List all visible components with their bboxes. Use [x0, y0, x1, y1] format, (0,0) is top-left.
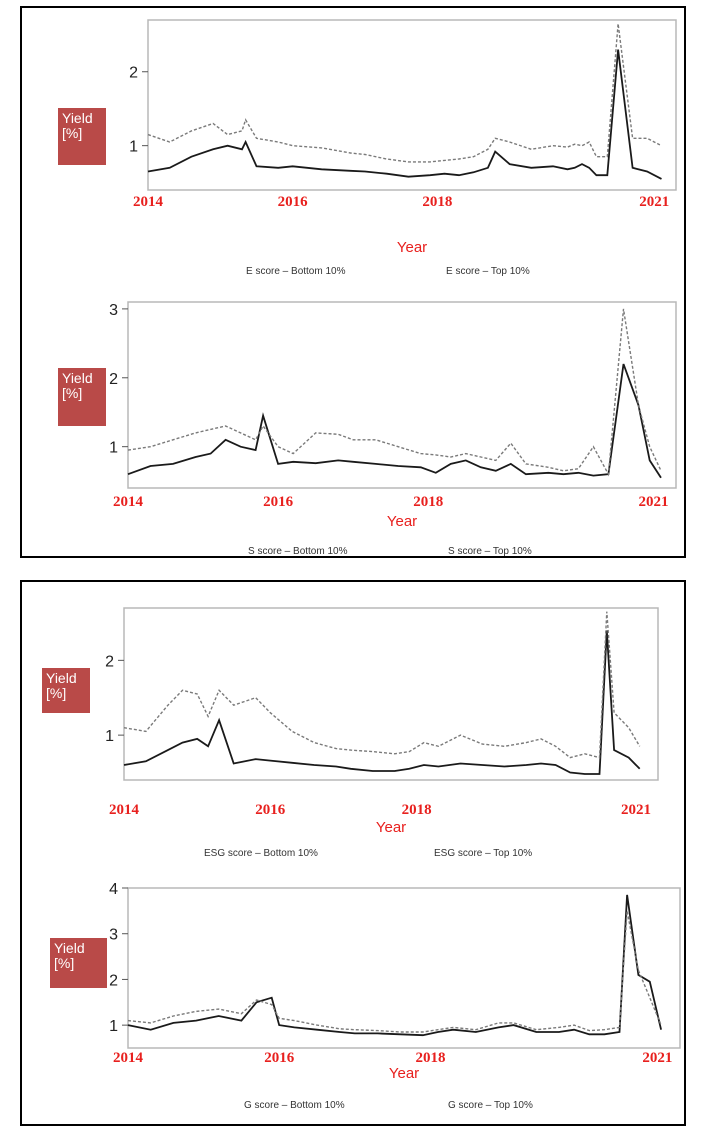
x-axis-title: Year — [397, 239, 427, 256]
plot-area — [127, 301, 677, 489]
y-label-line-2: [%] — [54, 955, 75, 971]
x-tick-label: 2014 — [113, 1050, 144, 1066]
x-axis-title: Year — [389, 1065, 419, 1082]
y-label-line-1: Yield — [54, 940, 85, 956]
x-axis-title: Year — [376, 819, 406, 836]
x-tick-label: 2018 — [422, 194, 452, 210]
x-tick-label: 2016 — [278, 194, 309, 210]
legend-entry: S score – Bottom 10% — [248, 546, 348, 557]
y-tick-label: 3 — [109, 302, 118, 319]
x-tick-label: 2014 — [113, 494, 144, 510]
y-label-line-1: Yield — [46, 670, 77, 686]
x-tick-label: 2018 — [415, 1050, 445, 1066]
y-tick-label: 2 — [129, 65, 138, 82]
y-label-line-2: [%] — [62, 125, 83, 141]
y-tick-label: 1 — [109, 1018, 118, 1035]
top-figure-frame: Yield [%] 1 2 2014 2016 2018 2021 Year E score … — [20, 6, 686, 558]
x-tick-label: 2016 — [264, 1050, 295, 1066]
y-axis-label-e: Yield [%] — [58, 108, 106, 165]
series-bottom-10-line — [127, 363, 662, 479]
y-tick-label: 2 — [105, 653, 114, 670]
legend-entry: G score – Bottom 10% — [244, 1100, 345, 1111]
x-tick-label: 2021 — [639, 194, 669, 210]
y-axis-label-g: Yield [%] — [50, 938, 107, 988]
x-tick-label: 2014 — [133, 194, 164, 210]
legend-entry: E score – Top 10% — [446, 266, 530, 277]
series-bottom-10-line — [127, 894, 662, 1037]
y-label-line-1: Yield — [62, 370, 93, 386]
legend-entry: E score – Bottom 10% — [246, 266, 346, 277]
y-axis-label-esg: Yield [%] — [42, 668, 90, 713]
x-tick-label: 2021 — [642, 1050, 672, 1066]
legend-entry: ESG score – Top 10% — [434, 848, 532, 859]
series-bottom-10-line — [147, 49, 662, 180]
y-label-line-2: [%] — [62, 385, 83, 401]
y-tick-label: 4 — [109, 881, 118, 898]
series-top-10-line — [127, 910, 662, 1033]
x-tick-label: 2018 — [402, 802, 432, 818]
y-label-line-1: Yield — [62, 110, 93, 126]
series-top-10-line — [147, 23, 662, 163]
plot-area — [127, 887, 681, 1049]
plot-area — [147, 19, 677, 191]
series-bottom-10-line — [123, 630, 641, 775]
plot-area — [123, 607, 659, 781]
chart-e-score: 1 2 2014 2016 2018 2021 Year E score – Bottom 1… — [129, 19, 677, 277]
y-tick-label: 2 — [109, 371, 118, 388]
y-tick-label: 3 — [109, 927, 118, 944]
x-tick-label: 2021 — [621, 802, 651, 818]
legend-entry: ESG score – Bottom 10% — [204, 848, 318, 859]
y-tick-label: 1 — [105, 728, 114, 745]
x-axis-title: Year — [387, 513, 417, 530]
legend-entry: S score – Top 10% — [448, 546, 532, 557]
x-tick-label: 2014 — [109, 802, 140, 818]
legend-entry: G score – Top 10% — [448, 1100, 533, 1111]
y-tick-label: 1 — [129, 139, 138, 156]
chart-s-score: 1 2 3 2014 2016 2018 2021 Year S score – Bottom … — [109, 301, 677, 557]
y-label-line-2: [%] — [46, 685, 67, 701]
bottom-figure-frame: Yield [%] 1 2 2014 2016 2018 2021 Year ESG scor… — [20, 580, 686, 1126]
chart-g-score: 1 2 3 4 2014 2016 2018 2021 Year G score – Bottom… — [109, 881, 681, 1111]
chart-esg-score: 1 2 2014 2016 2018 2021 Year ESG score – Bottom… — [105, 607, 659, 859]
y-tick-label: 2 — [109, 972, 118, 989]
series-top-10-line — [127, 308, 662, 477]
x-tick-label: 2016 — [263, 494, 294, 510]
series-top-10-line — [123, 611, 641, 759]
x-tick-label: 2016 — [255, 802, 286, 818]
y-tick-label: 1 — [109, 440, 118, 457]
y-axis-label-s: Yield [%] — [58, 368, 106, 426]
x-tick-label: 2018 — [413, 494, 443, 510]
x-tick-label: 2021 — [638, 494, 668, 510]
